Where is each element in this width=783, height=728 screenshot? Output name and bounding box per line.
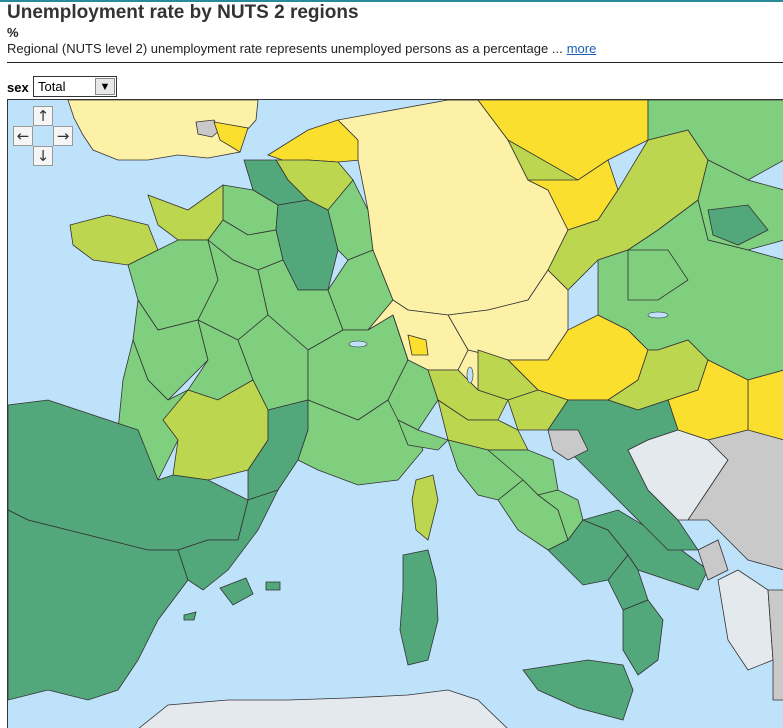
lake-geneva [348, 340, 368, 348]
lake-garda [466, 366, 474, 384]
region-slovakia-east [707, 204, 769, 246]
region-greece-nw [767, 589, 783, 701]
region-liguria [397, 419, 449, 451]
arrow-left-icon: ← [16, 127, 30, 145]
region-basilicata [607, 554, 649, 611]
pan-right-button[interactable]: → [53, 126, 73, 146]
region-valle-d-aosta [407, 334, 429, 356]
header-divider [7, 62, 783, 63]
choropleth-map[interactable] [8, 100, 783, 728]
chevron-down-icon[interactable]: ▼ [95, 78, 115, 95]
region-spain-center [8, 509, 189, 701]
region-london [195, 119, 221, 138]
pan-left-button[interactable]: ← [13, 126, 33, 146]
region-balearic-menorca [265, 581, 281, 591]
more-link[interactable]: more [566, 41, 597, 56]
region-montenegro [697, 539, 729, 581]
arrow-down-icon: ↓ [36, 147, 50, 165]
region-balearic-mallorca [219, 577, 254, 606]
map-viewport[interactable]: ↑ ← → ↓ [7, 99, 783, 728]
description-text: Regional (NUTS level 2) unemployment rat… [7, 41, 596, 56]
region-balearic-ibiza [183, 611, 197, 621]
region-north-africa [138, 689, 508, 728]
region-spain-east [177, 489, 279, 591]
region-uk-south [67, 100, 259, 161]
region-hungary-north [627, 249, 689, 301]
lake-balaton [647, 311, 669, 319]
page-title: Unemployment rate by NUTS 2 regions [7, 2, 359, 23]
region-sardinia [399, 549, 439, 666]
unit-label: % [7, 25, 19, 40]
region-slovenia-coast [547, 429, 589, 461]
region-corsica [411, 474, 439, 541]
pan-down-button[interactable]: ↓ [33, 146, 53, 166]
arrow-right-icon: → [56, 127, 70, 145]
top-accent-line [0, 0, 783, 2]
region-sicily [522, 659, 634, 721]
sex-dropdown-value: Total [38, 79, 66, 94]
arrow-up-icon: ↑ [36, 107, 50, 125]
region-serbia [687, 429, 783, 571]
region-kent [213, 121, 249, 153]
sex-dropdown[interactable]: Total ▼ [33, 76, 117, 97]
region-provence [297, 399, 424, 486]
region-calabria [622, 599, 664, 676]
pan-up-button[interactable]: ↑ [33, 106, 53, 126]
description-body: Regional (NUTS level 2) unemployment rat… [7, 41, 563, 56]
sex-filter-label: sex [7, 80, 29, 95]
